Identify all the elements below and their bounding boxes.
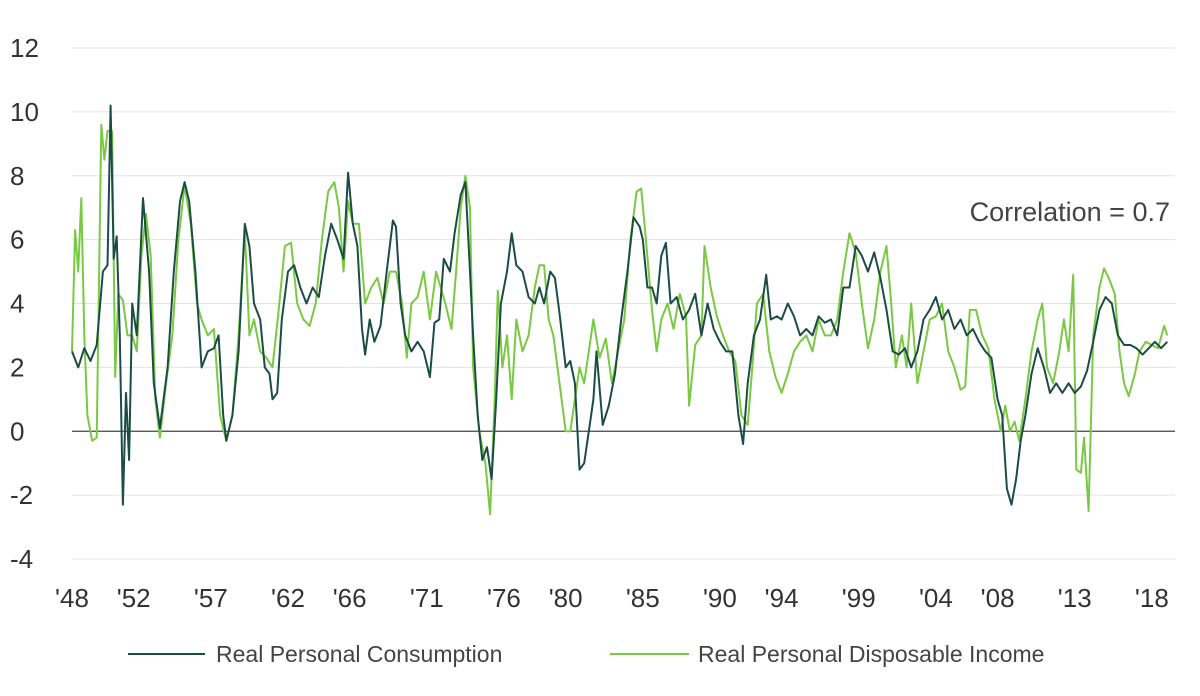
x-tick-label: '71	[410, 583, 444, 613]
x-tick-label: '57	[194, 583, 228, 613]
y-tick-label: 2	[10, 352, 24, 382]
y-tick-label: 6	[10, 225, 24, 255]
legend: Real Personal Consumption Real Personal …	[128, 641, 1044, 667]
x-tick-label: '90	[703, 583, 737, 613]
x-tick-label: '52	[117, 583, 151, 613]
x-tick-label: '94	[765, 583, 799, 613]
y-tick-label: 4	[10, 289, 24, 319]
x-tick-label: '18	[1135, 583, 1169, 613]
x-tick-label: '62	[271, 583, 305, 613]
series-line-disposable-income	[71, 123, 1169, 516]
y-tick-label: 12	[10, 33, 39, 63]
series-line-consumption	[71, 104, 1169, 506]
y-tick-label: -4	[10, 544, 33, 574]
x-tick-label: '08	[981, 583, 1015, 613]
x-tick-label: '66	[333, 583, 367, 613]
y-axis-ticks: -4 -2 0 2 4 6 8 10 12	[10, 33, 39, 574]
x-axis-ticks: '48 '52 '57 '62 '66 '71 '76 '80 '85 '90 '94 '99 '04 '…	[55, 583, 1169, 613]
x-tick-label: '48	[55, 583, 89, 613]
x-tick-label: '76	[487, 583, 521, 613]
legend-label-disposable-income: Real Personal Disposable Income	[698, 641, 1044, 667]
series-lines	[71, 104, 1169, 516]
x-tick-label: '80	[549, 583, 583, 613]
x-tick-label: '99	[842, 583, 876, 613]
x-tick-label: '13	[1058, 583, 1092, 613]
y-tick-label: 10	[10, 97, 39, 127]
x-tick-label: '04	[919, 583, 953, 613]
legend-label-consumption: Real Personal Consumption	[216, 641, 502, 667]
y-tick-label: 8	[10, 161, 24, 191]
x-tick-label: '85	[626, 583, 660, 613]
y-tick-label: -2	[10, 480, 33, 510]
correlation-annotation: Correlation = 0.7	[970, 197, 1170, 227]
y-tick-label: 0	[10, 416, 24, 446]
